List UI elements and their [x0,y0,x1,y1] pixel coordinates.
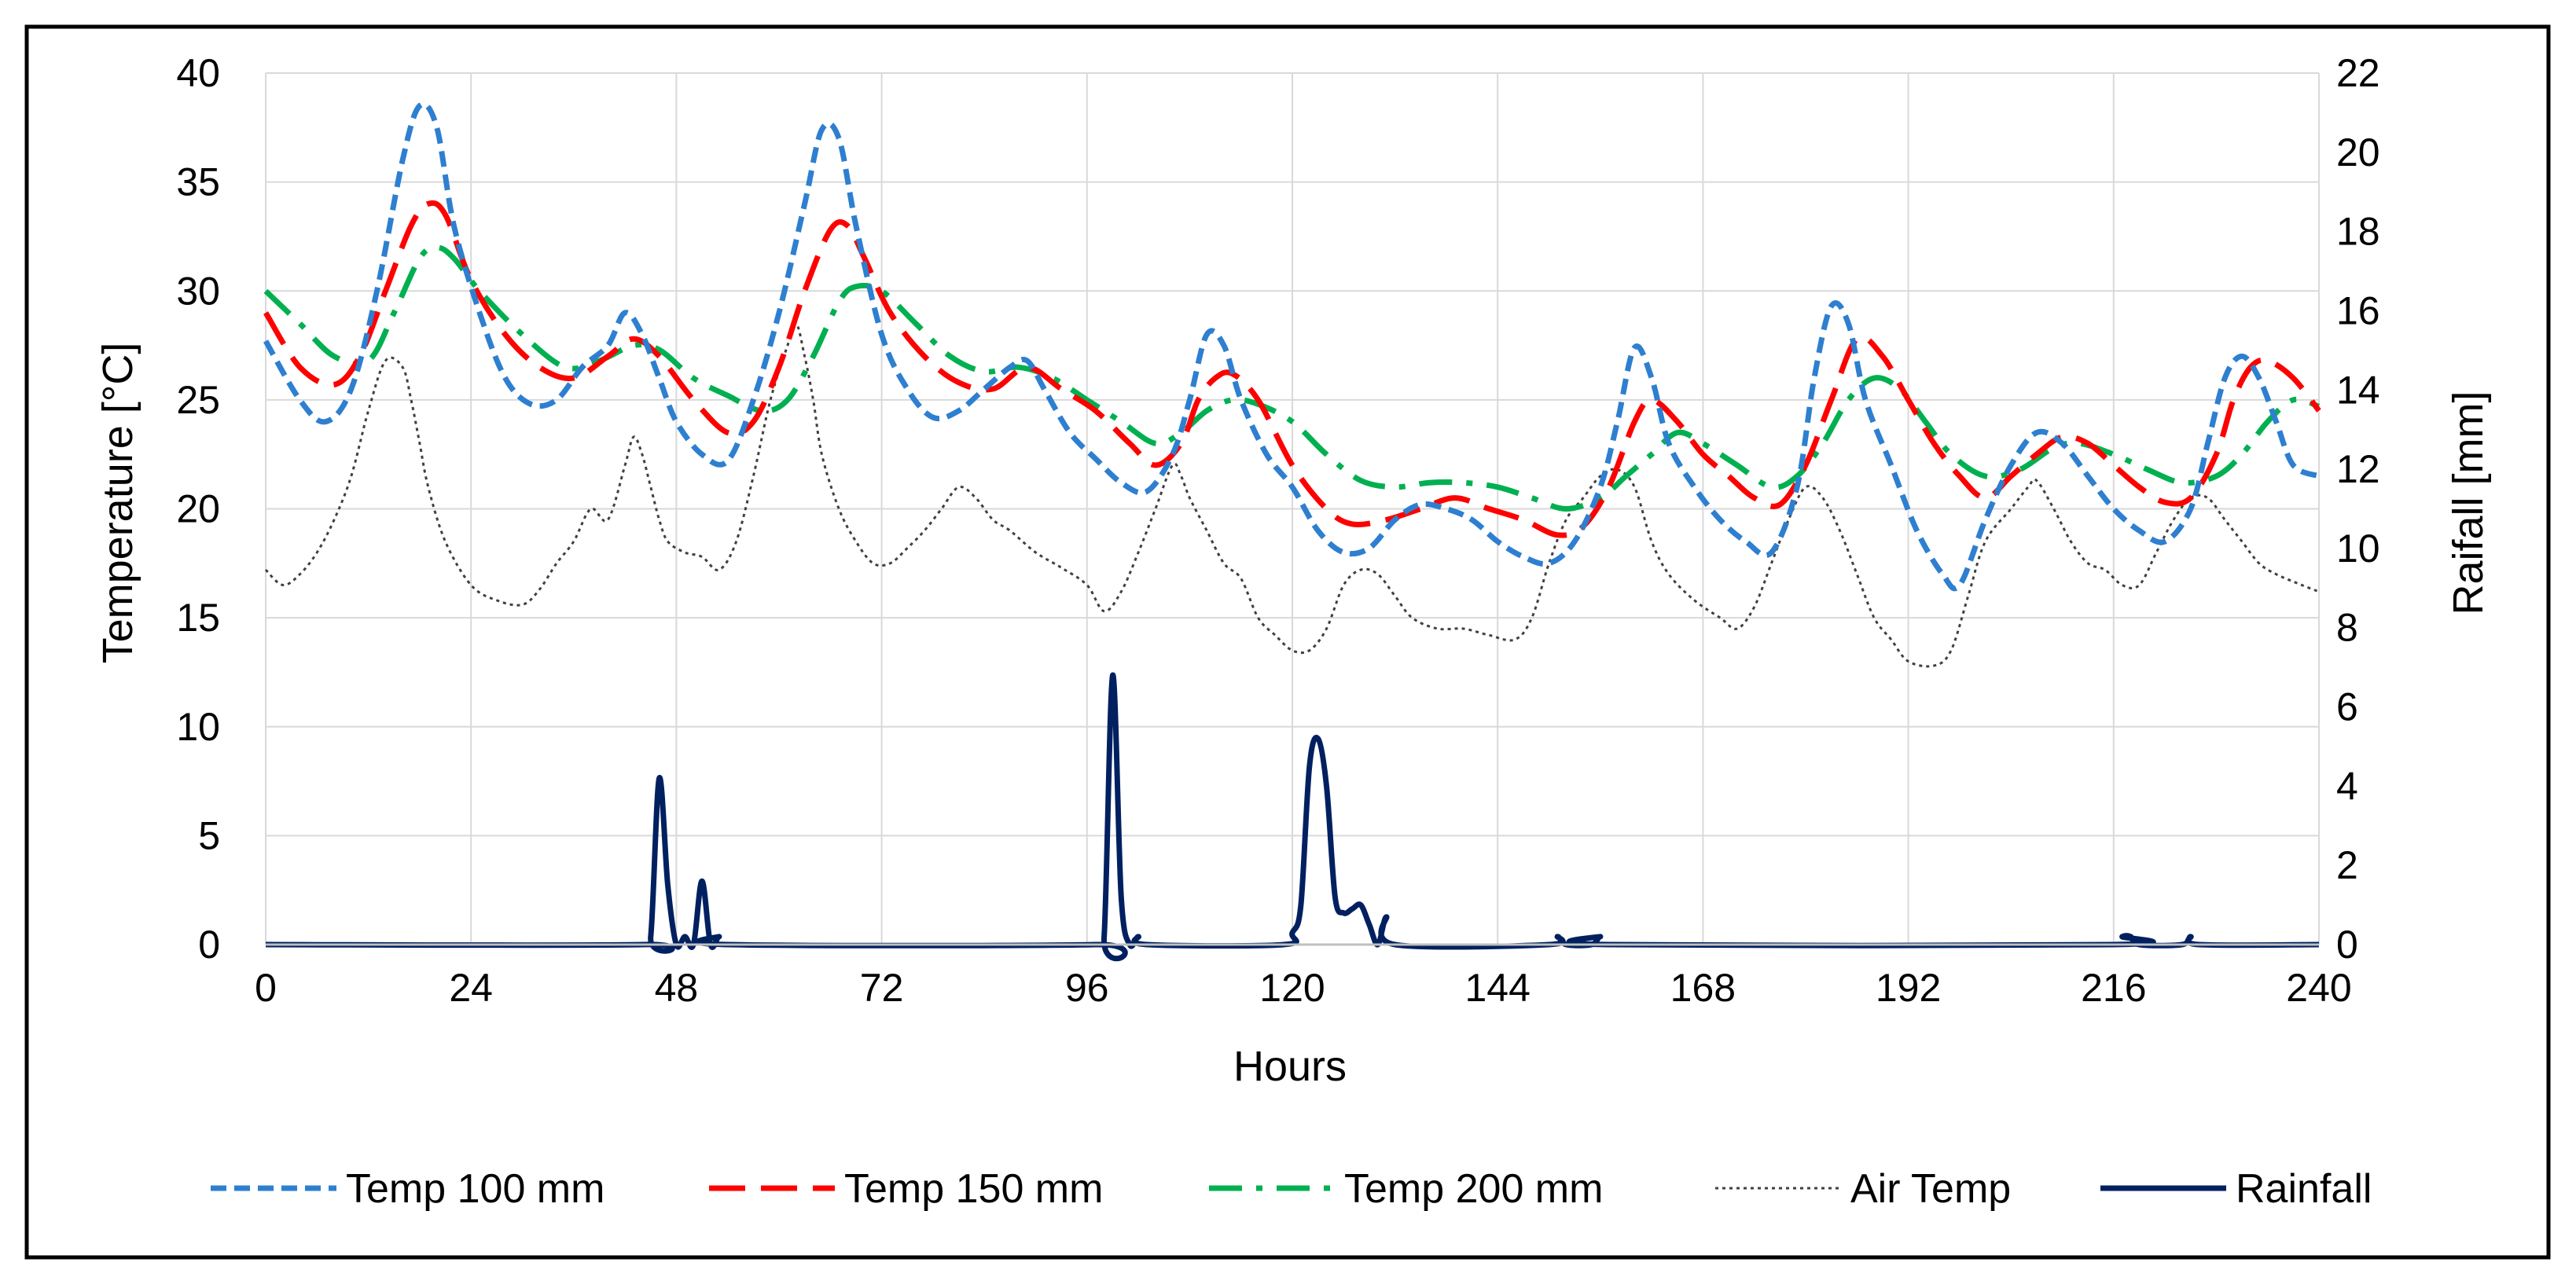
y2-axis-title: Raifall [mm] [2445,391,2492,615]
y-tick-label: 40 [176,51,220,95]
y2-tick-label: 10 [2336,527,2380,571]
y-tick-label: 25 [176,378,220,422]
y-tick-label: 20 [176,487,220,531]
x-tick-label: 72 [860,966,904,1010]
x-tick-label: 168 [1670,966,1736,1010]
y2-tick-label: 16 [2336,288,2380,332]
x-tick-label: 24 [449,966,493,1010]
grid-lines [265,72,2320,945]
y-tick-label: 35 [176,160,220,204]
axes: 0 24 48 72 96 120 144 168 192 216 2400510152025303… [176,51,2379,1010]
y-axis-title: Temperature [°C] [94,343,141,664]
y2-tick-label: 14 [2336,368,2380,412]
y2-tick-label: 4 [2336,764,2358,808]
chart-frame [24,24,2551,1260]
x-tick-label: 120 [1259,966,1325,1010]
legend-label: Temp 100 mm [346,1166,604,1212]
y-tick-label: 5 [198,813,220,857]
legend: Temp 100 mm Temp 150 mm Temp 200 mm Air Tem… [211,1166,2372,1212]
legend-label: Air Temp [1850,1166,2011,1212]
y-tick-label: 30 [176,269,220,313]
series-line-temp-150-mm [263,200,2321,538]
y2-tick-label: 20 [2336,130,2380,174]
y2-tick-label: 2 [2336,843,2358,887]
x-tick-label: 0 [255,966,277,1010]
x-tick-label: 240 [2286,966,2351,1010]
y2-tick-label: 12 [2336,447,2380,491]
y2-tick-label: 18 [2336,210,2380,254]
legend-label: Rainfall [2236,1166,2372,1212]
x-tick-label: 144 [1464,966,1530,1010]
y2-tick-label: 22 [2336,51,2380,95]
x-tick-label: 96 [1065,966,1109,1010]
series-line-temp-100-mm [263,101,2321,592]
legend-label: Temp 200 mm [1344,1166,1603,1212]
y-tick-label: 15 [176,596,220,640]
x-axis-title: Hours [1233,1043,1347,1090]
y2-tick-label: 8 [2336,606,2358,650]
y2-tick-label: 0 [2336,923,2358,967]
y-tick-label: 0 [198,923,220,967]
legend-label: Temp 150 mm [844,1166,1103,1212]
y2-tick-label: 6 [2336,685,2358,729]
x-tick-label: 48 [655,966,699,1010]
y-tick-label: 10 [176,705,220,749]
x-tick-label: 216 [2081,966,2146,1010]
x-tick-label: 192 [1876,966,1941,1010]
